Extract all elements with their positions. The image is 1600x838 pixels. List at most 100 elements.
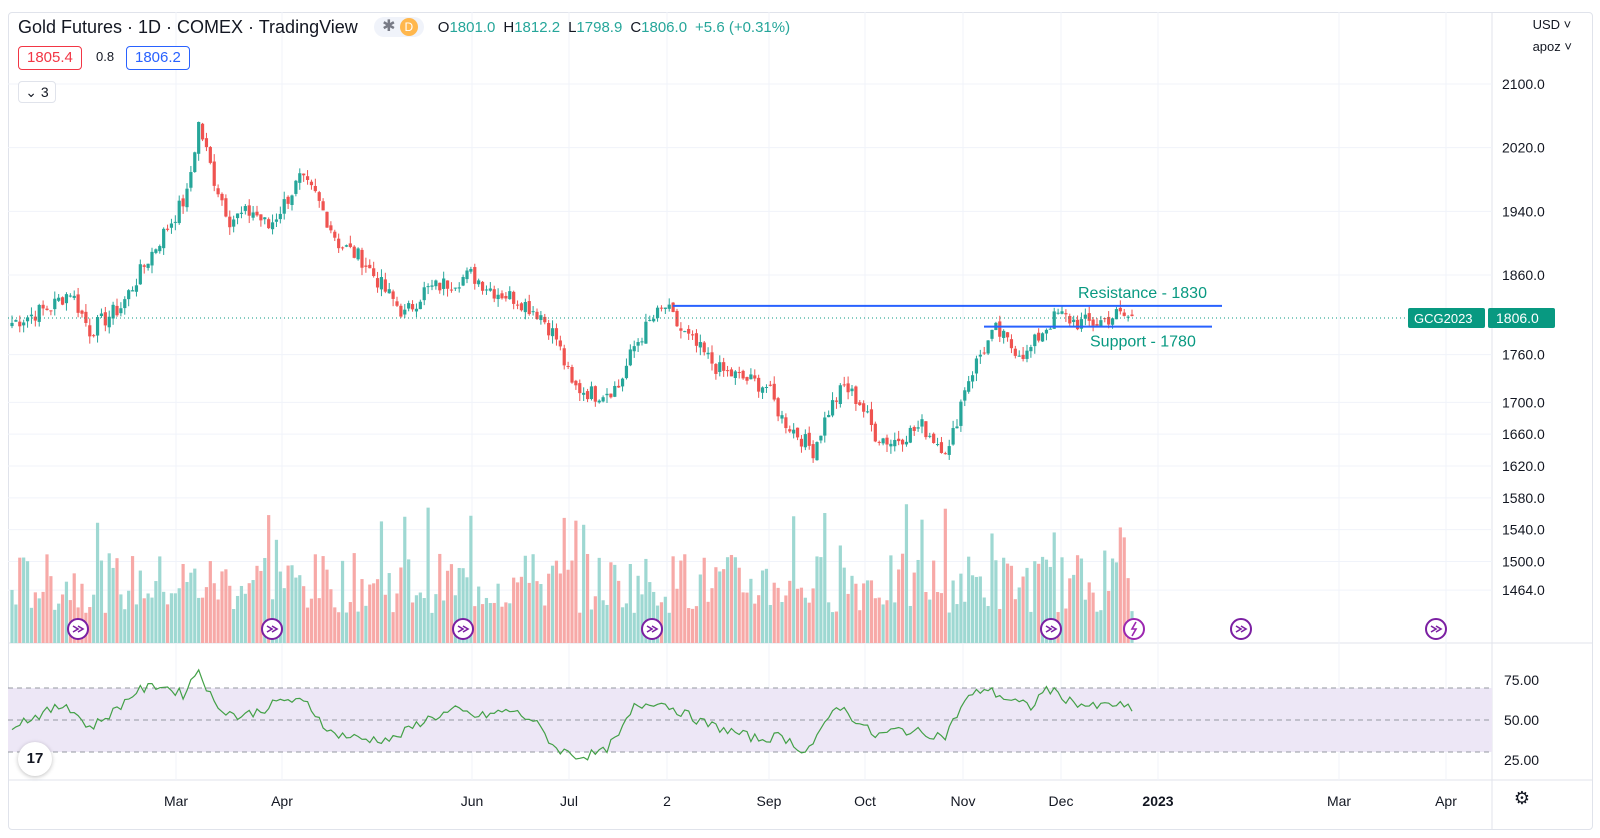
volume-bar [216, 599, 220, 643]
buy-price-button[interactable]: 1806.2 [126, 46, 190, 70]
candle-body [68, 295, 72, 297]
candle-body [53, 298, 57, 310]
delayed-data-badge[interactable]: D [399, 18, 418, 36]
volume-bar [162, 591, 166, 643]
volume-bar [527, 582, 531, 643]
candle-body [10, 322, 14, 327]
volume-bar [722, 569, 726, 643]
candle-body [290, 195, 294, 206]
candle-body [150, 251, 154, 266]
candle-body [368, 264, 372, 269]
badge-group[interactable]: ✱ D [373, 17, 424, 37]
volume-bar [792, 516, 796, 643]
volume-bar [932, 560, 936, 643]
candle-body [403, 309, 407, 315]
volume-bar [298, 575, 302, 643]
low-value: 1798.9 [576, 18, 623, 36]
volume-bar [356, 611, 360, 643]
candle-body [263, 217, 267, 220]
volume-bar [920, 519, 924, 643]
candle-body [675, 310, 679, 327]
volume-bar [772, 582, 776, 643]
candle-body [469, 268, 473, 272]
candle-body [434, 280, 438, 287]
candle-body [842, 384, 846, 386]
high-label: H [503, 18, 515, 36]
volume-bar [1040, 556, 1045, 643]
price-tick-label: 1940.0 [1502, 203, 1545, 219]
volume-bar [815, 556, 819, 643]
volume-bar [72, 573, 76, 643]
candle-body [667, 304, 671, 309]
volume-bar [869, 580, 874, 643]
indicators-collapse-button[interactable]: ⌄ 3 [18, 81, 56, 103]
symbol-title[interactable]: Gold Futures · 1D · COMEX · TradingView [18, 16, 358, 37]
candle-body [259, 214, 263, 221]
candle-body [722, 362, 726, 371]
volume-bar [687, 608, 691, 643]
candle-body [589, 386, 594, 399]
candle-body [1056, 312, 1060, 314]
candle-body [788, 429, 792, 432]
volume-bar [422, 598, 426, 643]
volume-bar [488, 603, 492, 643]
candle-body [1029, 347, 1033, 352]
gear-icon[interactable]: ⚙ [1513, 788, 1531, 808]
volume-bar [663, 596, 667, 643]
candle-body [698, 342, 702, 348]
candle-body [465, 270, 469, 280]
volume-bar [990, 533, 994, 643]
candle-body [632, 346, 636, 352]
currency-menu[interactable]: USD ˅ apoz ˅ [1533, 14, 1572, 58]
candle-body [228, 216, 232, 228]
sell-price-button[interactable]: 1805.4 [18, 46, 82, 70]
volume-bar [690, 608, 695, 643]
volume-bar [1005, 563, 1010, 643]
volume-bar [795, 588, 800, 643]
volume-bar [714, 567, 718, 643]
volume-bar [760, 570, 765, 643]
volume-bar [885, 600, 889, 643]
volume-bar [1064, 608, 1068, 643]
volume-bar [469, 515, 473, 643]
candle-body [998, 321, 1002, 337]
candle-body [819, 435, 823, 441]
candle-body [146, 263, 150, 268]
candle-body [846, 383, 850, 393]
time-tick-label: Apr [1435, 793, 1457, 809]
candle-body [243, 206, 247, 211]
volume-bar [286, 565, 290, 643]
volume-bar [235, 595, 240, 643]
volume-bar [986, 606, 990, 643]
candle-body [916, 427, 920, 429]
volume-bar [955, 604, 959, 643]
volume-bar [461, 568, 465, 643]
dividend-arrow-glyph [266, 625, 279, 633]
volume-bar [648, 582, 652, 643]
tradingview-logo[interactable]: 17 [18, 742, 52, 776]
volume-bar [25, 561, 30, 643]
volume-bar [710, 588, 714, 643]
low-label: L [568, 18, 577, 36]
candle-body [1087, 313, 1091, 321]
volume-bar [154, 581, 158, 643]
volume-bar [1033, 561, 1037, 643]
currency-label[interactable]: USD [1532, 17, 1561, 32]
symbol-badge [1408, 307, 1485, 328]
candle-body [714, 364, 718, 374]
candle-body [982, 352, 986, 354]
volume-bar [982, 597, 986, 643]
candle-body [1017, 355, 1021, 357]
candle-body [1040, 333, 1045, 342]
volume-bar [251, 580, 255, 643]
candle-body [407, 303, 411, 309]
user-label[interactable]: apoz [1532, 39, 1561, 54]
candle-body [383, 279, 387, 292]
candle-body [177, 200, 181, 224]
candle-body [1095, 324, 1099, 326]
volume-bar [1052, 532, 1056, 643]
candle-body [1068, 315, 1072, 324]
candle-body [648, 319, 652, 321]
candle-body [729, 369, 734, 377]
